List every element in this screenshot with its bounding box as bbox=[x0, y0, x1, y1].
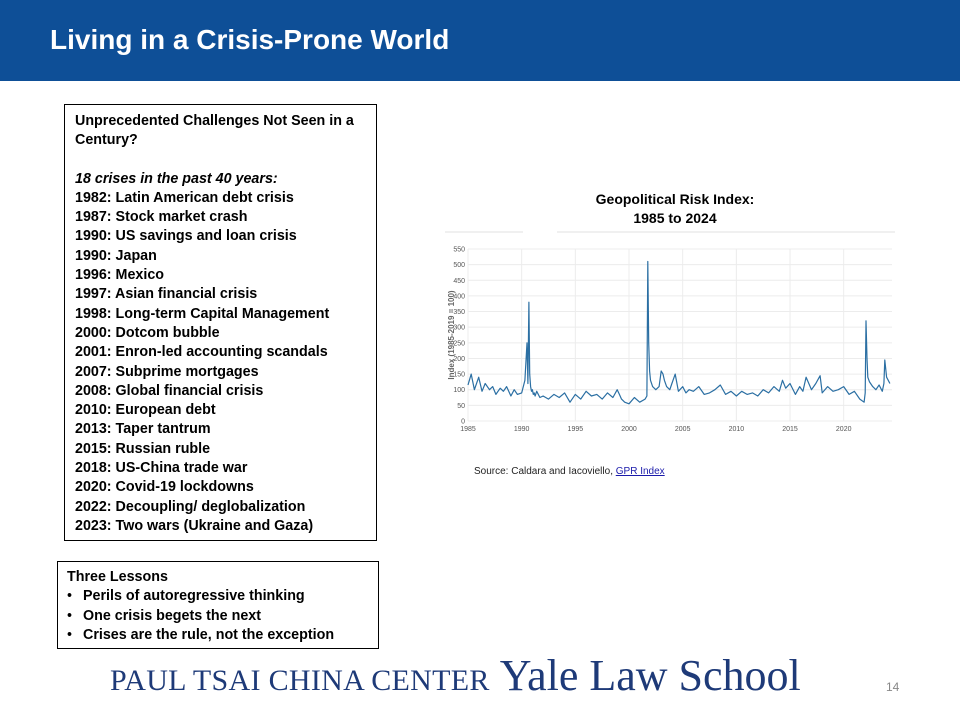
footer-logo: PAUL TSAI CHINA CENTER Yale Law School bbox=[110, 650, 801, 700]
lesson-text: One crisis begets the next bbox=[83, 607, 261, 624]
crisis-heading: Unprecedented Challenges Not Seen in a C… bbox=[75, 113, 354, 149]
lessons-list: • Perils of autoregressive thinking • One c… bbox=[67, 587, 378, 645]
lessons-box: Three Lessons • Perils of autoregressive … bbox=[57, 561, 379, 649]
gpr-line-chart: 0 50 100 150 200 250 300 350 400 450 500 550 1985 199… bbox=[445, 231, 895, 433]
gpr-series-line bbox=[467, 260, 891, 405]
x-tick-label: 2005 bbox=[675, 426, 691, 433]
y-tick-label: 200 bbox=[453, 356, 465, 363]
y-tick-label: 350 bbox=[453, 309, 465, 316]
lesson-text: Perils of autoregressive thinking bbox=[83, 588, 305, 605]
x-tick-label: 2010 bbox=[729, 426, 745, 433]
source-note: Source: Caldara and Iacoviello, GPR Inde… bbox=[474, 466, 665, 477]
crisis-item: 2001: Enron-led accounting scandals bbox=[75, 344, 328, 361]
lesson-item: • Crises are the rule, not the exception bbox=[67, 626, 378, 645]
crisis-item: 1982: Latin American debt crisis bbox=[75, 189, 294, 206]
x-tick-label: 2015 bbox=[782, 426, 798, 433]
lesson-text: Crises are the rule, not the exception bbox=[83, 626, 335, 643]
x-tick-label: 2000 bbox=[621, 426, 637, 433]
chart-title-line2: 1985 to 2024 bbox=[633, 210, 717, 226]
crisis-item: 1990: Japan bbox=[75, 247, 157, 264]
crisis-list-box: Unprecedented Challenges Not Seen in a C… bbox=[64, 104, 377, 541]
lesson-item: • Perils of autoregressive thinking bbox=[67, 587, 378, 606]
gpr-index-link[interactable]: GPR Index bbox=[615, 466, 665, 477]
crisis-item: 1997: Asian financial crisis bbox=[75, 286, 258, 303]
y-axis-label: Index (1985-2019 = 100) bbox=[447, 290, 456, 380]
crisis-item: 1990: US savings and loan crisis bbox=[75, 228, 297, 245]
crisis-list: 1982: Latin American debt crisis 1987: St… bbox=[75, 189, 376, 536]
crisis-item: 2015: Russian ruble bbox=[75, 440, 211, 457]
crisis-item: 2007: Subprime mortgages bbox=[75, 363, 259, 380]
chart-title-line1: Geopolitical Risk Index: bbox=[595, 191, 755, 207]
crisis-item: 2023: Two wars (Ukraine and Gaza) bbox=[75, 517, 314, 534]
y-tick-label: 400 bbox=[453, 293, 465, 300]
y-tick-label: 450 bbox=[453, 278, 465, 285]
crisis-item: 2013: Taper tantrum bbox=[75, 421, 211, 438]
title-bar: Living in a Crisis-Prone World bbox=[0, 0, 960, 81]
y-tick-label: 150 bbox=[453, 372, 465, 379]
crisis-item: 2022: Decoupling/ deglobalization bbox=[75, 498, 306, 515]
slide-title: Living in a Crisis-Prone World bbox=[50, 24, 450, 55]
source-prefix: Source: Caldara and Iacoviello, bbox=[474, 466, 616, 477]
crisis-item: 1998: Long-term Capital Management bbox=[75, 305, 330, 322]
page-number: 14 bbox=[886, 680, 900, 694]
chart-title: Geopolitical Risk Index: 1985 to 2024 bbox=[555, 190, 795, 228]
bullet-icon: • bbox=[67, 607, 73, 624]
bullet-icon: • bbox=[67, 588, 73, 605]
x-tick-label: 1985 bbox=[460, 426, 476, 433]
lesson-item: • One crisis begets the next bbox=[67, 607, 378, 626]
y-tick-label: 300 bbox=[453, 325, 465, 332]
crisis-item: 1987: Stock market crash bbox=[75, 209, 248, 226]
center-name: PAUL TSAI CHINA CENTER bbox=[110, 664, 490, 697]
crisis-item: 2018: US-China trade war bbox=[75, 460, 248, 477]
y-tick-label: 550 bbox=[453, 247, 465, 254]
crisis-item: 2000: Dotcom bubble bbox=[75, 324, 220, 341]
y-tick-label: 100 bbox=[453, 387, 465, 394]
y-tick-label: 500 bbox=[453, 262, 465, 269]
y-tick-label: 0 bbox=[461, 419, 465, 426]
y-tick-label: 50 bbox=[457, 403, 465, 410]
lessons-heading: Three Lessons bbox=[67, 569, 168, 585]
crisis-subheading: 18 crises in the past 40 years: bbox=[75, 170, 278, 187]
crisis-item: 2010: European debt bbox=[75, 402, 216, 419]
crisis-item: 2020: Covid-19 lockdowns bbox=[75, 479, 254, 496]
crisis-item: 1996: Mexico bbox=[75, 267, 165, 284]
bullet-icon: • bbox=[67, 626, 73, 643]
x-tick-label: 2020 bbox=[836, 426, 852, 433]
x-tick-label: 1990 bbox=[514, 426, 530, 433]
crisis-item: 2008: Global financial crisis bbox=[75, 382, 264, 399]
school-name: Yale Law School bbox=[499, 651, 801, 700]
x-tick-label: 1995 bbox=[568, 426, 584, 433]
y-tick-label: 250 bbox=[453, 340, 465, 347]
